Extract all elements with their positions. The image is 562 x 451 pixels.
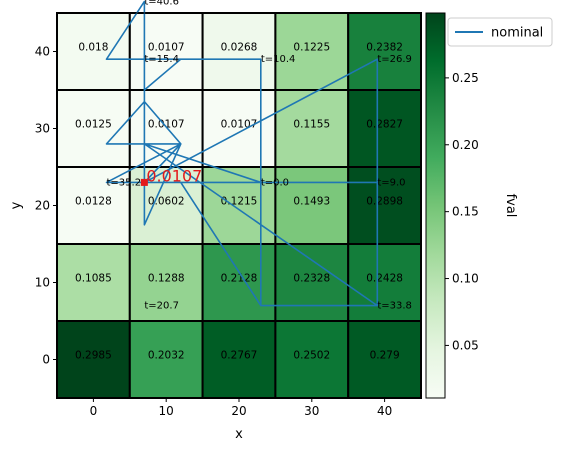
colorbar-tick-label: 0.20 bbox=[452, 138, 479, 152]
cell-value-label: 0.0125 bbox=[75, 119, 112, 131]
heatmap-cell bbox=[128, 12, 204, 91]
x-tick-label: 10 bbox=[159, 404, 174, 418]
heatmap-cell bbox=[128, 320, 204, 399]
cell-value-label: 0.2827 bbox=[366, 119, 403, 131]
time-annotation: t=15.4 bbox=[144, 54, 179, 65]
cell-value-label: 0.1288 bbox=[148, 273, 185, 285]
time-annotation: t=33.8 bbox=[377, 301, 412, 312]
current-point-marker bbox=[140, 178, 148, 186]
time-annotation: t=10.4 bbox=[261, 54, 296, 65]
y-tick-label: 10 bbox=[35, 276, 50, 290]
cell-value-label: 0.0107 bbox=[148, 42, 185, 54]
time-annotation: t=26.9 bbox=[377, 54, 412, 65]
heatmap-cell bbox=[56, 320, 131, 399]
colorbar: 0.05 0.10 0.15 0.20 0.25 fval bbox=[425, 12, 518, 399]
time-annotation: t=35.2 bbox=[107, 177, 142, 188]
cell-value-label: 0.2128 bbox=[221, 273, 258, 285]
colorbar-bar bbox=[425, 12, 446, 399]
cell-value-label: 0.2502 bbox=[293, 350, 330, 362]
heatmap-cell bbox=[201, 243, 277, 322]
cell-value-label: 0.2898 bbox=[366, 196, 403, 208]
cell-value-label: 0.2382 bbox=[366, 42, 403, 54]
colorbar-label: fval bbox=[503, 194, 518, 218]
heatmap-cell bbox=[347, 243, 423, 322]
heatmap-cell bbox=[201, 320, 277, 399]
time-annotation: t=40.6 bbox=[144, 0, 179, 7]
heatmap-cell bbox=[128, 243, 204, 322]
x-tick-label: 30 bbox=[304, 404, 319, 418]
series-line-nominal bbox=[105, 0, 379, 307]
cell-value-label: 0.0107 bbox=[221, 119, 258, 131]
y-tick-label: 20 bbox=[35, 199, 50, 213]
heatmap-cell bbox=[274, 243, 350, 322]
current-point: 0.0107 bbox=[140, 166, 202, 186]
colorbar-tick-label: 0.25 bbox=[452, 71, 479, 85]
cell-value-label: 0.0107 bbox=[148, 119, 185, 131]
cell-value-label: 0.279 bbox=[370, 350, 400, 362]
cell-value-label: 0.1155 bbox=[293, 119, 330, 131]
time-annotation: t=0.0 bbox=[261, 177, 289, 188]
heatmap-cell bbox=[347, 89, 423, 168]
current-point-label: 0.0107 bbox=[146, 166, 202, 185]
time-annotations: t=40.6 t=15.4 t=10.4 t=26.9 t=35.2 t=0.0 t=9.0… bbox=[107, 0, 412, 312]
axes: 0 10 20 30 40 0 10 20 30 40 x y bbox=[9, 12, 422, 442]
legend-box bbox=[447, 17, 553, 47]
colorbar-tick-label: 0.10 bbox=[452, 272, 479, 286]
heatmap-cell bbox=[274, 166, 350, 245]
cell-value-label: 0.1215 bbox=[221, 196, 258, 208]
colorbar-tick-label: 0.05 bbox=[452, 338, 479, 352]
trajectory bbox=[105, 0, 379, 307]
y-axis-label: y bbox=[9, 201, 24, 209]
legend: nominal bbox=[447, 17, 553, 47]
cell-value-label: 0.2767 bbox=[221, 350, 258, 362]
x-tick-label: 20 bbox=[231, 404, 246, 418]
cell-value-label: 0.1493 bbox=[293, 196, 330, 208]
heatmap-cells bbox=[56, 12, 423, 399]
cell-value-label: 0.0128 bbox=[75, 196, 112, 208]
heatmap-cell bbox=[201, 89, 277, 168]
colorbar-tick-label: 0.15 bbox=[452, 205, 479, 219]
y-tick-label: 40 bbox=[35, 45, 50, 59]
x-tick-label: 40 bbox=[377, 404, 392, 418]
cell-value-label: 0.018 bbox=[78, 42, 108, 54]
cell-value-label: 0.2032 bbox=[148, 350, 185, 362]
cell-value-label: 0.1085 bbox=[75, 273, 112, 285]
x-axis-label: x bbox=[235, 427, 243, 442]
cell-value-label: 0.2328 bbox=[293, 273, 330, 285]
time-annotation: t=20.7 bbox=[144, 301, 179, 312]
y-tick-label: 30 bbox=[35, 122, 50, 136]
cell-value-label: 0.2985 bbox=[75, 350, 112, 362]
cell-value-label: 0.0268 bbox=[221, 42, 258, 54]
cell-value-label: 0.2428 bbox=[366, 273, 403, 285]
legend-entry-label: nominal bbox=[491, 26, 543, 41]
cell-value-label: 0.1225 bbox=[293, 42, 330, 54]
heatmap-cell-labels: 0.018 0.0107 0.0268 0.1225 0.2382 0.0125 0.010… bbox=[75, 42, 403, 362]
y-tick-label: 0 bbox=[42, 353, 50, 367]
time-annotation: t=9.0 bbox=[377, 177, 405, 188]
x-tick-label: 0 bbox=[90, 404, 98, 418]
